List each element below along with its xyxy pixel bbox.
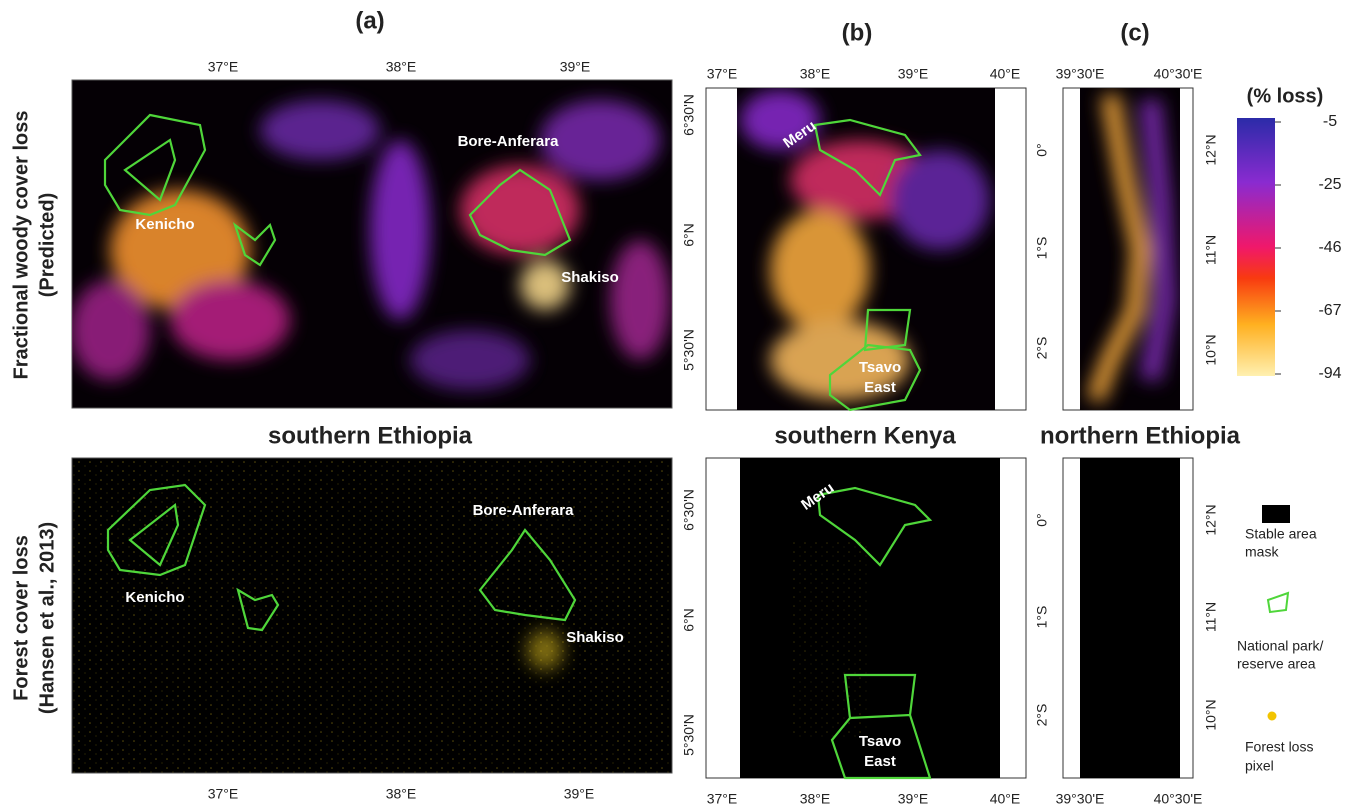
panel-label: (c) bbox=[1120, 19, 1149, 46]
place-label: East bbox=[864, 753, 896, 770]
place-label: Shakiso bbox=[561, 269, 619, 286]
lat-tick-label: 10°N bbox=[1203, 334, 1219, 365]
lon-tick-label: 38°E bbox=[386, 59, 417, 75]
lon-tick-label: 40°E bbox=[990, 66, 1021, 82]
lon-tick-label: 39°30'E bbox=[1056, 791, 1105, 807]
legend-label: National park/ bbox=[1237, 638, 1323, 654]
legend-swatch bbox=[1268, 593, 1288, 612]
row-label: Forest cover loss bbox=[10, 535, 32, 701]
lat-tick-label: 5°30'N bbox=[681, 714, 697, 756]
legend-swatch bbox=[1262, 505, 1290, 523]
map-c-hansen bbox=[1063, 458, 1193, 778]
lon-tick-label: 39°E bbox=[898, 66, 929, 82]
place-label: Bore-Anferara bbox=[473, 502, 575, 519]
colorbar-tick-label: -46 bbox=[1318, 239, 1341, 256]
place-label: Bore-Anferara bbox=[458, 133, 560, 150]
lat-tick-label: 6°30'N bbox=[681, 489, 697, 531]
map-a-predicted bbox=[70, 80, 672, 408]
lat-tick-label: 11°N bbox=[1203, 602, 1219, 632]
lat-tick-label: 10°N bbox=[1203, 699, 1219, 730]
lon-tick-label: 40°30'E bbox=[1154, 66, 1203, 82]
lat-tick-label: 1°S bbox=[1034, 237, 1050, 260]
lon-tick-label: 37°E bbox=[208, 786, 239, 802]
place-label: East bbox=[864, 379, 896, 396]
panel-label: (a) bbox=[355, 7, 384, 34]
lon-tick-label: 39°30'E bbox=[1056, 66, 1105, 82]
lat-tick-label: 5°30'N bbox=[681, 329, 697, 371]
place-label: Tsavo bbox=[859, 733, 901, 750]
lon-tick-label: 38°E bbox=[800, 66, 831, 82]
lon-tick-label: 40°30'E bbox=[1154, 791, 1203, 807]
region-title: southern Ethiopia bbox=[268, 422, 473, 449]
lon-tick-label: 40°E bbox=[990, 791, 1021, 807]
panel-label: (b) bbox=[842, 19, 873, 46]
legend-label: reserve area bbox=[1237, 656, 1316, 672]
lat-tick-label: 1°S bbox=[1034, 606, 1050, 629]
row-label: Fractional woody cover loss bbox=[10, 111, 32, 380]
place-label: Kenicho bbox=[135, 216, 194, 233]
lat-tick-label: 0° bbox=[1034, 513, 1050, 526]
map-b-hansen bbox=[706, 458, 1026, 778]
lat-tick-label: 6°30'N bbox=[681, 94, 697, 136]
legend-label: pixel bbox=[1245, 758, 1274, 774]
lon-tick-label: 39°E bbox=[898, 791, 929, 807]
lon-tick-label: 38°E bbox=[800, 791, 831, 807]
row-label: (Hansen et al., 2013) bbox=[36, 522, 58, 714]
lat-tick-label: 2°S bbox=[1034, 704, 1050, 727]
colorbar-tick-label: -25 bbox=[1318, 176, 1341, 193]
colorbar-tick-label: -67 bbox=[1318, 302, 1341, 319]
lat-tick-label: 6°N bbox=[681, 223, 697, 247]
figure: (a) (b) (c) Fractional woody cover loss … bbox=[0, 0, 1359, 808]
colorbar-tick-label: -5 bbox=[1323, 113, 1337, 130]
legend-swatch bbox=[1268, 712, 1277, 721]
place-label: Tsavo bbox=[859, 359, 901, 376]
legend-label: mask bbox=[1245, 544, 1279, 560]
lat-tick-label: 12°N bbox=[1203, 134, 1219, 165]
legend-label: Forest loss bbox=[1245, 739, 1313, 755]
row-label: (Predicted) bbox=[36, 193, 58, 297]
lon-tick-label: 39°E bbox=[560, 59, 591, 75]
map-a-hansen bbox=[72, 458, 672, 773]
region-title: southern Kenya bbox=[774, 422, 956, 449]
lat-tick-label: 12°N bbox=[1203, 504, 1219, 535]
lat-tick-label: 6°N bbox=[681, 608, 697, 632]
lon-tick-label: 37°E bbox=[707, 66, 738, 82]
place-label: Shakiso bbox=[566, 629, 624, 646]
lon-tick-label: 37°E bbox=[208, 59, 239, 75]
place-label: Kenicho bbox=[125, 589, 184, 606]
colorbar-ticks: -5 -25 -46 -67 -94 bbox=[1275, 113, 1342, 382]
region-title: northern Ethiopia bbox=[1040, 422, 1241, 449]
map-c-predicted bbox=[1063, 88, 1193, 410]
lat-tick-label: 0° bbox=[1034, 143, 1050, 156]
colorbar bbox=[1237, 118, 1275, 376]
lat-tick-label: 11°N bbox=[1203, 235, 1219, 265]
colorbar-tick-label: -94 bbox=[1318, 365, 1341, 382]
lon-tick-label: 38°E bbox=[386, 786, 417, 802]
legend-label: Stable area bbox=[1245, 526, 1317, 542]
lon-tick-label: 37°E bbox=[707, 791, 738, 807]
colorbar-title: (% loss) bbox=[1247, 85, 1324, 107]
lat-tick-label: 2°S bbox=[1034, 337, 1050, 360]
lon-tick-label: 39°E bbox=[564, 786, 595, 802]
